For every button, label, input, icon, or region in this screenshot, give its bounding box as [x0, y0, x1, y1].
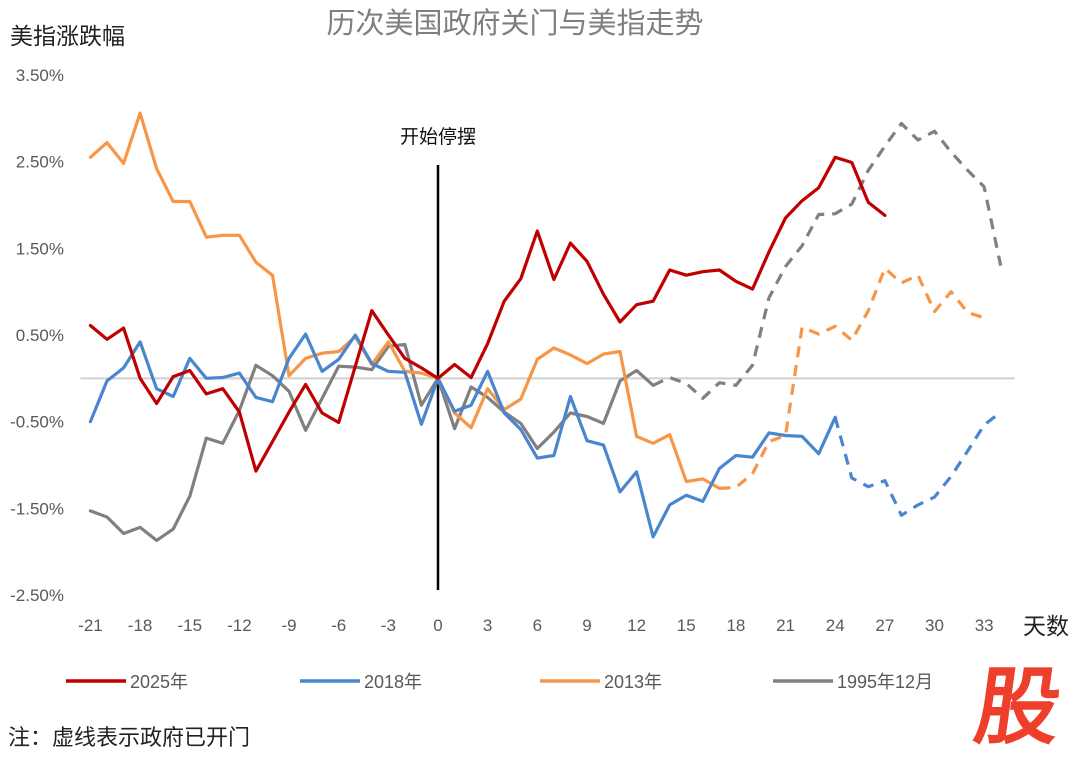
y-axis-label: 美指涨跌幅 — [10, 24, 125, 50]
legend-label-2018: 2018年 — [364, 672, 422, 692]
y-tick-label: 3.50% — [16, 66, 64, 85]
series-line-2025 — [88, 155, 887, 473]
legend: 2025年 2018年 2013年 1995年12月 — [66, 672, 933, 692]
y-tick-label: -1.50% — [10, 499, 64, 518]
series-line-2013 — [88, 111, 721, 490]
x-tick-label: -9 — [281, 616, 296, 635]
x-tick-label: -3 — [381, 616, 396, 635]
shutdown-start-label: 开始停摆 — [400, 126, 476, 148]
logo-mark: 股 — [969, 658, 1067, 756]
x-tick-label: -15 — [177, 616, 202, 635]
y-tick-label: -0.50% — [10, 413, 64, 432]
legend-label-199512: 1995年12月 — [837, 672, 933, 692]
x-tick-label: 24 — [826, 616, 845, 635]
x-tick-label: 18 — [726, 616, 745, 635]
y-tick-label: 2.50% — [16, 153, 64, 172]
x-tick-label: 6 — [533, 616, 542, 635]
series-line-2018 — [88, 332, 837, 539]
y-tick-label: 0.50% — [16, 326, 64, 345]
x-tick-label: 0 — [433, 616, 442, 635]
legend-label-2013: 2013年 — [604, 672, 662, 692]
chart-title: 历次美国政府关门与美指走势 — [326, 6, 703, 40]
x-tick-label: 12 — [627, 616, 646, 635]
x-tick-label: -21 — [78, 616, 103, 635]
series-layer — [88, 111, 1003, 542]
x-tick-label: -12 — [227, 616, 252, 635]
series-line-199512 — [88, 342, 655, 542]
series-line-dashed-199512 — [652, 121, 1003, 400]
x-tick-label: 21 — [776, 616, 795, 635]
x-tick-label: 33 — [975, 616, 994, 635]
series-line-dashed-2018 — [833, 410, 1002, 517]
x-tick-label: 30 — [925, 616, 944, 635]
x-tick-label: 15 — [677, 616, 696, 635]
x-axis-label: 天数 — [1023, 614, 1069, 640]
x-tick-label: -18 — [128, 616, 153, 635]
footnote: 注：虚线表示政府已开门 — [8, 726, 250, 751]
y-tick-label: -2.50% — [10, 586, 64, 605]
x-tick-label: -6 — [331, 616, 346, 635]
y-tick-label: 1.50% — [16, 239, 64, 258]
legend-label-2025: 2025年 — [130, 672, 188, 692]
logo-group: 股 — [969, 658, 1067, 756]
x-tick-label: 9 — [582, 616, 591, 635]
y-axis-ticks: 3.50% 2.50% 1.50% 0.50% -0.50% -1.50% -2.50% — [10, 66, 64, 605]
x-tick-label: 27 — [875, 616, 894, 635]
x-tick-label: 3 — [483, 616, 492, 635]
series-line-dashed-2013 — [719, 266, 985, 490]
x-axis-ticks: -21 -18 -15 -12 -9 -6 -3 0 3 6 9 12 15 18 21 24 27 30 33 — [78, 616, 993, 635]
